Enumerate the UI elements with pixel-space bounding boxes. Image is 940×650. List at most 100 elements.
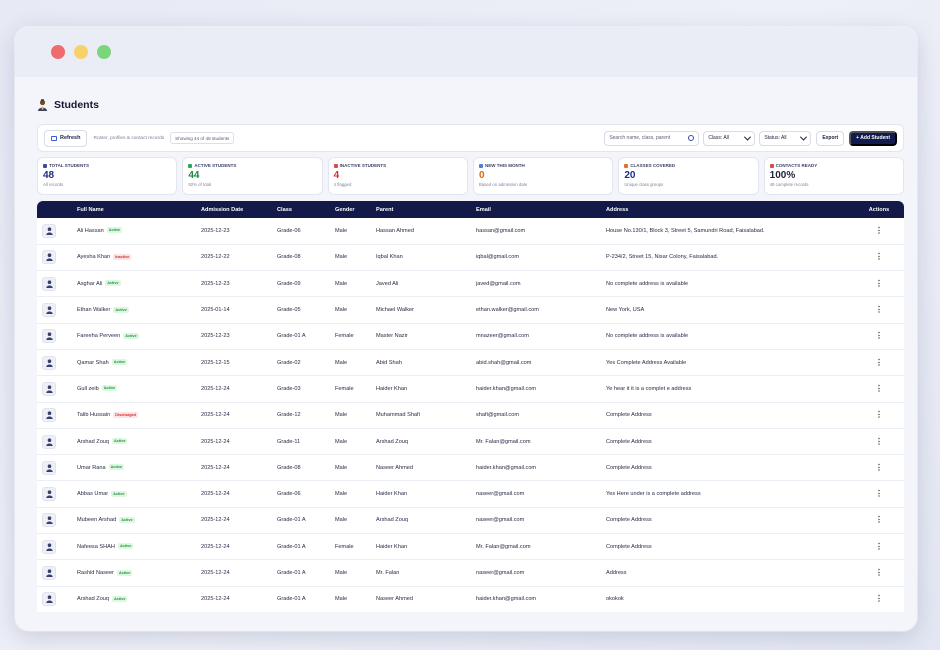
gender-cell: Female	[335, 375, 376, 403]
stat-subtext: 92% of total	[188, 182, 212, 187]
student-name: Fareeha Perveen	[77, 333, 121, 340]
admission-date: 2025-01-14	[201, 296, 277, 324]
gender-cell: Male	[335, 586, 376, 612]
parent-cell: Haider Khan	[376, 533, 476, 561]
admission-date: 2025-12-24	[201, 454, 277, 482]
student-name: Mubeen Arshad	[77, 517, 117, 524]
student-name: Arshad Zouq	[77, 596, 110, 603]
refresh-icon	[51, 135, 57, 141]
class-filter-select[interactable]: Class: All	[703, 130, 756, 146]
class-cell: Grade-01 A	[277, 507, 335, 535]
student-name: Ayesha Khan	[77, 254, 111, 261]
class-filter-value: Class: All	[708, 135, 729, 141]
gender-cell: Female	[335, 533, 376, 561]
column-header	[37, 201, 77, 218]
email-cell: haider.khan@gmail.com	[476, 586, 606, 612]
more-actions-icon[interactable]: ⋮	[854, 533, 904, 561]
status-badge: Active	[112, 595, 128, 602]
parent-cell: Muhammad Shafi	[376, 402, 476, 429]
more-actions-icon[interactable]: ⋮	[854, 428, 904, 456]
table-row[interactable]: Arshad Zouq Active 2025-12-24 Grade-01 A Mal…	[37, 586, 904, 612]
address-cell: Address	[606, 559, 854, 587]
stat-icon	[188, 163, 193, 168]
more-actions-icon[interactable]: ⋮	[854, 323, 904, 350]
table-row[interactable]: Qamar Shah Active 2025-12-15 Grade-02 Male Ab…	[37, 349, 904, 377]
table-row[interactable]: Gull zeib Active 2025-12-24 Grade-03 Female H…	[37, 375, 904, 403]
class-cell: Grade-03	[277, 375, 335, 403]
admission-date: 2025-12-15	[201, 349, 277, 377]
minimize-window-button[interactable]	[74, 45, 88, 59]
class-cell: Grade-11	[277, 428, 335, 456]
user-avatar-icon	[42, 592, 56, 607]
stat-subtext: All records	[43, 182, 64, 187]
address-cell: No complete address is available	[606, 270, 854, 298]
class-cell: Grade-06	[277, 480, 335, 508]
status-badge: Discharged	[113, 411, 138, 418]
more-actions-icon[interactable]: ⋮	[854, 507, 904, 535]
parent-cell: Abid Shah	[376, 349, 476, 377]
table-row[interactable]: Arshad Zouq Active 2025-12-24 Grade-11 Male A…	[37, 428, 904, 456]
user-avatar-icon	[42, 487, 56, 502]
parent-cell: Naseer Ahmed	[376, 586, 476, 612]
more-actions-icon[interactable]: ⋮	[854, 244, 904, 272]
parent-cell: Haider Khan	[376, 480, 476, 508]
more-actions-icon[interactable]: ⋮	[854, 559, 904, 587]
search-input[interactable]: Search name, class, parent	[604, 130, 700, 146]
stat-value: 100%	[769, 170, 796, 181]
gender-cell: Male	[335, 428, 376, 456]
table-row[interactable]: Ethan Walker Active 2025-01-14 Grade-05 Male…	[37, 296, 904, 324]
gender-cell: Male	[335, 296, 376, 324]
table-row[interactable]: Ayesha Khan Inactive 2025-12-22 Grade-08 Mal…	[37, 244, 904, 272]
status-filter-select[interactable]: Status: All	[759, 130, 812, 146]
more-actions-icon[interactable]: ⋮	[854, 296, 904, 324]
more-actions-icon[interactable]: ⋮	[854, 270, 904, 298]
email-cell: haider.khan@gmail.com	[476, 454, 606, 482]
close-window-button[interactable]	[51, 45, 65, 59]
more-actions-icon[interactable]: ⋮	[854, 349, 904, 377]
user-avatar-icon	[42, 460, 56, 475]
more-actions-icon[interactable]: ⋮	[854, 375, 904, 403]
add-student-button[interactable]: + Add Student	[849, 130, 897, 146]
search-placeholder: Search name, class, parent	[609, 135, 671, 141]
table-row[interactable]: Nafeesa SHAH Active 2025-12-24 Grade-01 A Fe…	[37, 533, 904, 561]
more-actions-icon[interactable]: ⋮	[854, 586, 904, 612]
address-cell: House No.130/1, Block 3, Street 5, Samun…	[606, 218, 854, 245]
email-cell: iqbal@gmail.com	[476, 244, 606, 272]
email-cell: ethan.walker@gmail.com	[476, 296, 606, 324]
address-cell: Complete Address	[606, 402, 854, 429]
students-table-container: Full Name Admission Date Class Gender Parent…	[37, 201, 904, 612]
table-row[interactable]: Abbas Umar Active 2025-12-24 Grade-06 Male Ha…	[37, 480, 904, 508]
table-row[interactable]: Ali Hassan Active 2025-12-23 Grade-06 Male Ha…	[37, 218, 904, 245]
status-badge: Active	[108, 464, 125, 471]
stat-card: CLASSES COVERED 20 Unique class groups	[618, 157, 759, 195]
stat-icon	[624, 163, 629, 168]
user-avatar-icon	[42, 329, 56, 344]
email-cell: shafi@gmail.com	[476, 402, 606, 429]
table-row[interactable]: Umar Rana Active 2025-12-24 Grade-08 Male Nas…	[37, 454, 904, 482]
stat-icon	[769, 163, 774, 168]
more-actions-icon[interactable]: ⋮	[854, 480, 904, 508]
stat-value: 48	[43, 170, 55, 181]
students-page: Students Refresh Roster, profiles & cont…	[37, 97, 904, 612]
stat-subtext: Unique class groups	[624, 182, 664, 187]
column-header: Gender	[335, 206, 355, 213]
stat-value: 0	[478, 170, 485, 181]
export-button[interactable]: Export	[816, 130, 845, 146]
more-actions-icon[interactable]: ⋮	[854, 402, 904, 429]
column-header: Actions	[868, 206, 890, 213]
more-actions-icon[interactable]: ⋮	[854, 218, 904, 245]
table-row[interactable]: Asghar Ali Active 2025-12-23 Grade-09 Male Ja…	[37, 270, 904, 298]
admission-date: 2025-12-24	[201, 402, 277, 429]
table-row[interactable]: Fareeha Perveen Active 2025-12-23 Grade-01 …	[37, 323, 904, 350]
table-row[interactable]: Talib Hussain Discharged 2025-12-24 Grade-1…	[37, 402, 904, 429]
more-actions-icon[interactable]: ⋮	[854, 454, 904, 482]
email-cell: hassan@gmail.com	[476, 218, 606, 245]
parent-cell: Javed Ali	[376, 270, 476, 298]
chevron-down-icon	[744, 133, 752, 141]
refresh-button[interactable]: Refresh	[44, 129, 88, 147]
admission-date: 2025-12-24	[201, 375, 277, 403]
maximize-window-button[interactable]	[97, 45, 111, 59]
user-avatar-icon	[42, 250, 56, 265]
